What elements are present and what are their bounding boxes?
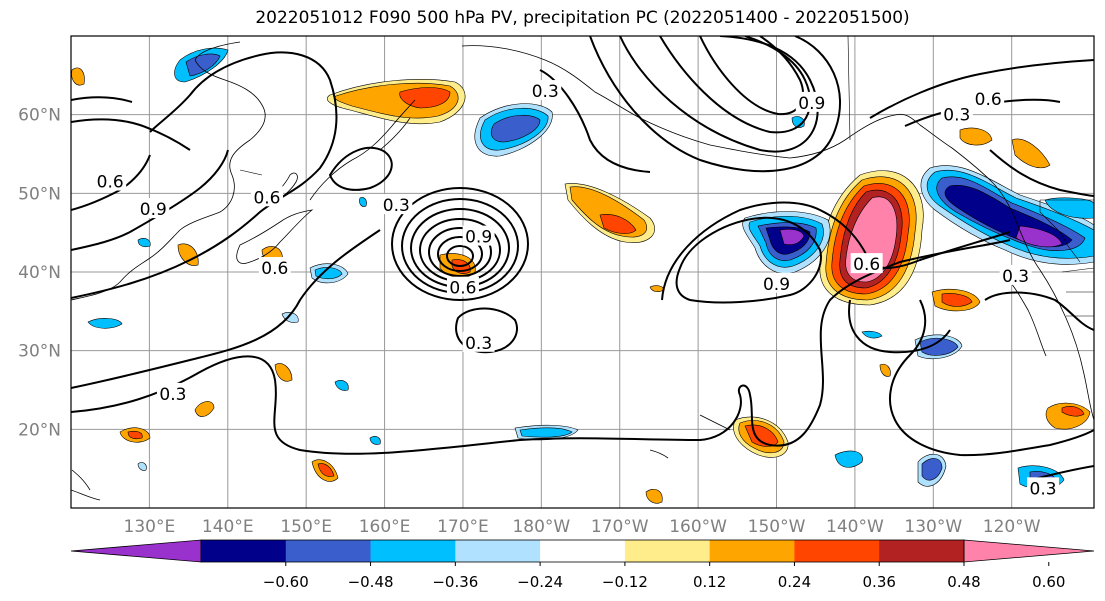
contour-label-bg <box>258 257 291 278</box>
contour-label-bg <box>380 194 413 215</box>
contour-label-bg <box>94 170 127 191</box>
colorbar-tick-label: −0.12 <box>602 573 648 591</box>
lon-tick-label: 150°W <box>748 517 806 537</box>
lon-tick-label: 150°E <box>280 517 332 537</box>
lon-tick-label: 160°E <box>359 517 411 537</box>
lon-tick-label: 120°W <box>983 517 1041 537</box>
contour-label-bg <box>972 87 1005 108</box>
colorbar-tick-label: 0.48 <box>947 573 980 591</box>
colorbar-extend-high <box>963 539 1095 563</box>
colorbar: −0.60 −0.48 −0.36 −0.24 −0.12 0.12 0.24 0.36 0.4… <box>70 539 1095 591</box>
contour-label: 0.9 <box>140 200 167 220</box>
contour-label-bg <box>446 276 479 297</box>
precip-shading <box>71 47 1094 504</box>
colorbar-segment <box>201 540 287 562</box>
colorbar-segment <box>455 540 541 562</box>
contour-label: 0.6 <box>97 173 124 193</box>
colorbar-segment <box>370 540 456 562</box>
contour-label: 0.6 <box>253 188 280 208</box>
contour-labels: 0.30.30.60.90.90.60.60.30.90.30.60.90.60… <box>94 80 1060 499</box>
colorbar-tick-label: 0.60 <box>1032 573 1065 591</box>
lat-tick-label: 30°N <box>18 342 61 362</box>
contour-label-bg <box>529 80 562 101</box>
contour-label-bg <box>1027 477 1060 498</box>
contour-label: 0.9 <box>465 228 492 248</box>
colorbar-segment <box>709 540 795 562</box>
contour-label-bg <box>795 91 828 112</box>
latitude-axis: 60°N 50°N 40°N 30°N 20°N <box>18 106 61 441</box>
colorbar-segment <box>624 540 711 562</box>
contour-label-bg <box>250 186 283 207</box>
contour-label-bg <box>137 198 170 219</box>
lon-tick-label: 160°W <box>669 517 727 537</box>
colorbar-extend-low <box>70 539 202 563</box>
contour-label: 0.3 <box>1030 479 1057 499</box>
colorbar-tick-label: 0.12 <box>693 573 726 591</box>
contour-label: 0.3 <box>943 106 970 126</box>
lat-tick-label: 40°N <box>18 263 61 283</box>
contour-label: 0.6 <box>975 90 1002 110</box>
colorbar-segment <box>540 540 626 562</box>
borders <box>239 36 1094 317</box>
colorbar-tick-label: 0.36 <box>863 573 896 591</box>
map-title: 2022051012 F090 500 hPa PV, precipitatio… <box>255 8 910 28</box>
colorbar-tick-label: −0.36 <box>432 573 478 591</box>
lat-tick-label: 50°N <box>18 184 61 204</box>
colorbar-tick-label: −0.24 <box>517 573 563 591</box>
map-frame <box>70 35 1095 509</box>
contour-label: 0.9 <box>763 275 790 295</box>
contour-label: 0.6 <box>853 255 880 275</box>
colorbar-segment <box>285 540 372 562</box>
lon-tick-label: 140°W <box>826 517 884 537</box>
contour-label-bg <box>156 382 189 403</box>
contour-label-bg <box>760 272 793 293</box>
colorbar-segment <box>794 540 880 562</box>
contour-label-bg <box>462 225 495 246</box>
contour-label-bg <box>850 253 883 274</box>
contour-label: 0.3 <box>532 82 559 102</box>
contour-label: 0.3 <box>465 334 492 354</box>
lat-tick-label: 60°N <box>18 106 61 126</box>
lon-tick-label: 170°E <box>437 517 489 537</box>
longitude-axis: 130°E 140°E 150°E 160°E 170°E 180°W 170°W 160°W… <box>124 517 1041 537</box>
contour-label: 0.6 <box>261 259 288 279</box>
colorbar-tick-label: 0.24 <box>778 573 811 591</box>
colorbar-segment <box>879 540 965 562</box>
lon-tick-label: 180°W <box>512 517 570 537</box>
lon-tick-label: 140°E <box>202 517 254 537</box>
colorbar-tick-label: −0.48 <box>348 573 394 591</box>
contour-label: 0.6 <box>449 279 476 299</box>
contour-label-bg <box>999 264 1032 285</box>
lon-tick-label: 130°E <box>124 517 176 537</box>
contour-label: 0.3 <box>383 196 410 216</box>
colorbar-tick-label: −0.60 <box>263 573 309 591</box>
contour-label: 0.9 <box>798 94 825 114</box>
lon-tick-label: 170°W <box>591 517 649 537</box>
contour-label: 0.3 <box>159 385 186 405</box>
lat-tick-label: 20°N <box>18 420 61 440</box>
colorbar-frame <box>200 539 965 563</box>
contour-label-bg <box>462 331 495 352</box>
lon-tick-label: 130°W <box>904 517 962 537</box>
contour-label: 0.3 <box>1002 267 1029 287</box>
contour-label-bg <box>940 103 973 124</box>
